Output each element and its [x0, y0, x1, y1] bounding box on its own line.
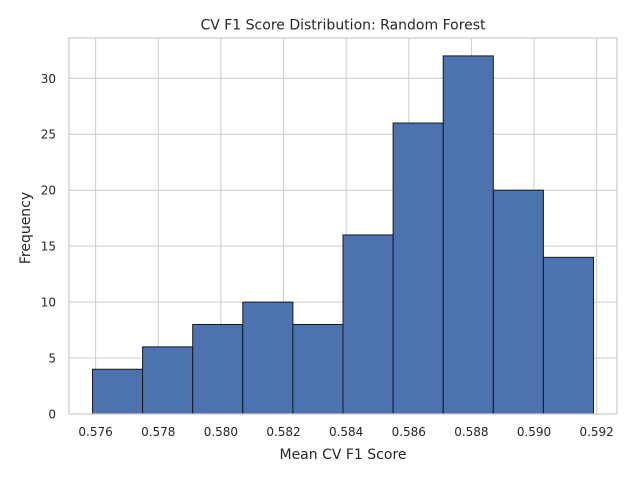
- x-tick-label: 0.578: [141, 425, 175, 439]
- x-tick-label: 0.580: [204, 425, 238, 439]
- x-tick-label: 0.586: [392, 425, 426, 439]
- histogram-bar: [91, 368, 144, 415]
- x-axis-label: Mean CV F1 Score: [279, 447, 406, 463]
- histogram-bar: [142, 346, 194, 415]
- x-tick-label: 0.584: [329, 425, 363, 439]
- x-tick-label: 0.592: [579, 425, 613, 439]
- histogram-bar: [192, 323, 244, 415]
- y-axis-label: Frequency: [18, 192, 34, 264]
- histogram-bar: [342, 234, 394, 415]
- histogram-bar: [542, 256, 595, 415]
- histogram-bar: [292, 323, 344, 415]
- plot-frame: [68, 37, 618, 415]
- x-tick-label: 0.582: [266, 425, 300, 439]
- x-tick-label: 0.588: [454, 425, 488, 439]
- histogram-bar: [242, 301, 294, 415]
- y-tick-label: 0: [48, 408, 56, 422]
- y-tick-label: 15: [41, 240, 56, 254]
- histogram-bars: [91, 55, 595, 415]
- x-tick-label: 0.576: [78, 425, 112, 439]
- y-tick-label: 30: [41, 72, 56, 86]
- plot-area: [68, 37, 618, 415]
- histogram-bar: [442, 55, 494, 415]
- x-axis-ticks: 0.576 0.578 0.580 0.582 0.584 0.586 0.588 0.590…: [78, 425, 613, 439]
- chart-title: CV F1 Score Distribution: Random Forest: [200, 18, 486, 34]
- y-tick-label: 10: [41, 296, 56, 310]
- histogram-bar: [392, 122, 444, 415]
- y-axis-ticks: 0 5 10 15 20 25 30: [41, 72, 56, 422]
- histogram-bar: [492, 189, 544, 415]
- y-tick-label: 20: [41, 184, 56, 198]
- x-tick-label: 0.590: [517, 425, 551, 439]
- y-tick-label: 25: [41, 128, 56, 142]
- y-tick-label: 5: [48, 352, 56, 366]
